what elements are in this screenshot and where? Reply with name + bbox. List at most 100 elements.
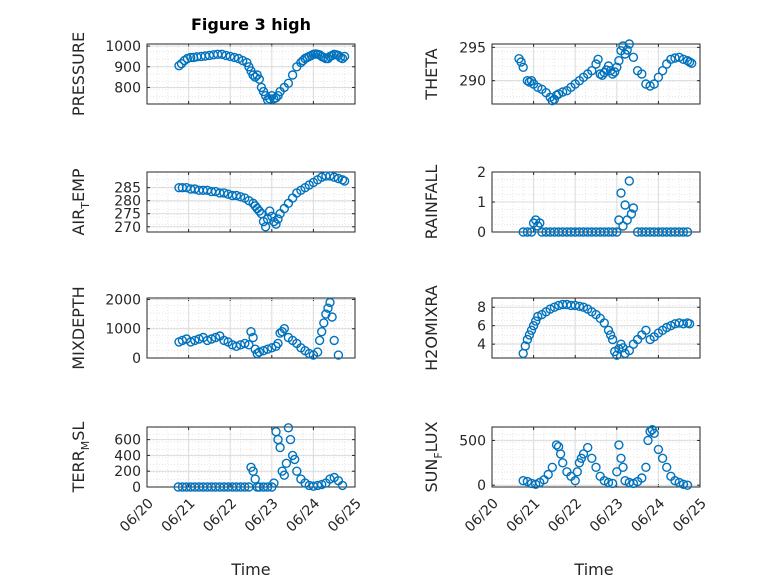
data-point <box>622 45 632 55</box>
x-tick-label: 06/25 <box>325 496 365 536</box>
axes-h2omixra: 4 6 8 H2OMIXRA <box>422 285 701 371</box>
data-point <box>616 453 626 463</box>
y-tick-label: 6 <box>477 319 486 335</box>
y-tick-label: 0 <box>477 225 486 241</box>
data-point <box>518 62 528 73</box>
data-point <box>614 440 624 450</box>
data-point <box>339 176 350 186</box>
y-tick-label: 280 <box>114 194 141 210</box>
data-point <box>674 477 684 488</box>
data-point <box>551 440 562 450</box>
data-point <box>231 190 242 201</box>
y-tick-label: 270 <box>114 220 141 236</box>
data-point <box>678 227 689 237</box>
data-point <box>267 211 277 222</box>
data-point <box>210 332 221 343</box>
data-point <box>624 39 634 49</box>
data-point <box>641 462 651 472</box>
data-point <box>678 54 689 64</box>
axes-pressure: 800 900 1000 PRESSURE <box>69 32 356 116</box>
data-point <box>235 192 246 202</box>
y-tick-label: 0 <box>132 351 141 367</box>
data-point <box>254 206 264 216</box>
data-point <box>574 301 585 311</box>
data-point <box>526 227 537 237</box>
y-axis-label: PRESSURE <box>69 32 88 116</box>
data-point <box>329 335 339 346</box>
data-point <box>531 316 541 326</box>
data-point <box>265 206 275 216</box>
data-point <box>244 340 254 350</box>
data-point <box>225 51 235 62</box>
data-point <box>682 227 693 237</box>
data-point <box>248 70 258 80</box>
data-point <box>657 65 668 76</box>
y-tick-label: 290 <box>459 74 486 90</box>
data-point <box>626 209 637 219</box>
x-tick-label: 06/24 <box>283 496 323 536</box>
data-point <box>610 67 620 77</box>
x-tick-label: 06/21 <box>159 496 199 536</box>
axes-box <box>491 426 701 488</box>
data-point <box>325 171 335 181</box>
data-point <box>637 473 647 483</box>
data-point <box>612 227 622 237</box>
data-point <box>607 478 618 489</box>
data-point <box>285 434 296 445</box>
data-point <box>319 318 329 328</box>
x-tick-label: 06/21 <box>504 496 544 536</box>
data-point <box>290 454 300 465</box>
data-point <box>570 476 580 486</box>
data-point <box>666 54 676 64</box>
axes-box <box>491 43 701 105</box>
data-point <box>620 476 630 486</box>
y-axis-label: MIXDEPTH <box>69 286 88 369</box>
y-tick-label: 285 <box>114 181 141 197</box>
data-point <box>176 59 187 69</box>
data-point <box>558 87 568 97</box>
x-tick-label: 06/22 <box>200 496 240 536</box>
figure-title: Figure 3 high <box>191 15 311 34</box>
x-tick-label: 06/23 <box>587 496 627 536</box>
y-tick-label: 2 <box>477 165 486 181</box>
data-point <box>555 449 566 459</box>
data-point <box>185 337 196 347</box>
y-tick-label: 900 <box>114 60 141 76</box>
data-point <box>248 332 258 343</box>
data-point <box>628 52 639 62</box>
x-axis-label-left: Time <box>230 560 270 579</box>
data-point <box>558 458 568 468</box>
data-point <box>271 219 281 229</box>
data-point <box>593 54 603 64</box>
y-axis-label: RAINFALL <box>422 165 441 240</box>
y-axis-label: TERRMSL <box>69 422 92 494</box>
x-tick-label: 06/25 <box>670 496 710 536</box>
data-point <box>607 227 618 237</box>
data-point <box>574 458 585 468</box>
data-point <box>643 435 653 446</box>
axes-box <box>146 426 356 488</box>
data-point <box>628 478 639 489</box>
y-axis-label: H2OMIXRA <box>422 285 441 371</box>
data-point <box>279 470 289 480</box>
data-point <box>662 322 672 333</box>
data-point <box>591 59 601 69</box>
data-point <box>246 327 256 337</box>
x-tick-label: 06/22 <box>545 496 585 536</box>
data-point <box>587 65 597 76</box>
data-point <box>174 60 184 71</box>
data-point <box>653 444 664 455</box>
x-tick-label: 06/20 <box>462 496 502 536</box>
data-point <box>587 453 597 463</box>
data-point <box>599 476 609 486</box>
axes-mixdepth: 0 1000 2000 MIXDEPTH <box>69 286 356 370</box>
axes-box <box>146 297 356 359</box>
axes-box <box>146 171 356 233</box>
data-point <box>549 302 560 312</box>
x-tick-label: 06/23 <box>242 496 282 536</box>
data-point <box>607 69 618 79</box>
data-point <box>670 476 680 486</box>
